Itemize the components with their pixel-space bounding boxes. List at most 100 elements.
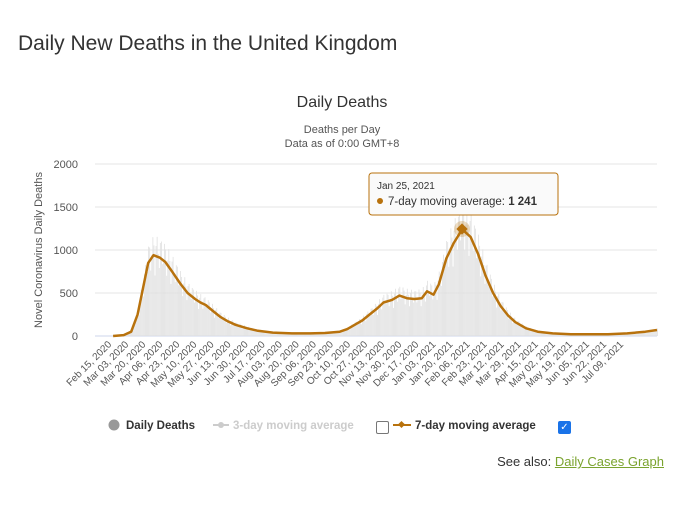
see-also: See also: Daily Cases Graph — [497, 454, 664, 469]
daily-deaths-bar — [347, 327, 349, 336]
daily-deaths-bar — [166, 275, 168, 336]
daily-deaths-bar — [219, 312, 221, 336]
daily-deaths-bar — [624, 333, 625, 336]
daily-deaths-bar — [231, 320, 233, 336]
daily-deaths-bar — [206, 307, 208, 336]
daily-deaths-bar — [439, 277, 441, 336]
legend-item-7-day-average[interactable]: 7-day moving average — [393, 420, 536, 432]
legend-item-3-day-average[interactable]: 3-day moving average — [213, 420, 354, 432]
daily-deaths-bar — [270, 332, 272, 336]
checkbox-7-day-average[interactable]: ✓ — [558, 421, 571, 434]
daily-deaths-bar — [135, 319, 137, 336]
daily-deaths-bar — [216, 308, 218, 336]
daily-deaths-bar — [321, 333, 323, 336]
checkbox-3-day-average[interactable] — [376, 421, 389, 434]
daily-deaths-bar — [547, 332, 549, 336]
daily-deaths-bar — [490, 278, 492, 336]
daily-deaths-bar — [327, 332, 328, 336]
daily-deaths-bar — [548, 333, 550, 336]
daily-deaths-bar — [456, 250, 458, 336]
daily-deaths-bar — [476, 258, 477, 336]
daily-deaths-bar — [628, 333, 630, 336]
daily-deaths-bar — [157, 253, 159, 336]
daily-deaths-bar — [239, 323, 241, 336]
daily-deaths-bar — [526, 326, 527, 336]
daily-deaths-bar — [457, 216, 459, 336]
daily-deaths-bar — [308, 333, 310, 336]
daily-deaths-bar — [422, 286, 424, 336]
daily-deaths-bar — [215, 309, 217, 336]
daily-deaths-bar — [208, 302, 210, 336]
daily-deaths-bar — [499, 302, 501, 336]
tooltip-date: Jan 25, 2021 — [377, 181, 435, 192]
daily-deaths-bar — [436, 299, 438, 336]
daily-deaths-bar — [201, 301, 203, 336]
daily-deaths-bar — [217, 313, 219, 336]
daily-deaths-bar — [181, 276, 183, 336]
daily-deaths-bar — [138, 315, 140, 336]
daily-deaths-bar — [634, 332, 636, 336]
daily-deaths-bar — [235, 322, 237, 336]
daily-deaths-bar — [337, 332, 339, 336]
daily-deaths-bar — [423, 292, 425, 336]
daily-deaths-bar — [443, 254, 444, 336]
daily-deaths-bar — [638, 332, 640, 336]
daily-cases-graph-link[interactable]: Daily Cases Graph — [554, 454, 664, 469]
daily-deaths-bar — [222, 318, 224, 336]
daily-deaths-bar — [404, 304, 406, 336]
daily-deaths-bar — [147, 271, 148, 336]
daily-deaths-bar — [242, 326, 244, 336]
daily-deaths-bar — [377, 314, 378, 336]
daily-deaths-bar — [228, 317, 229, 336]
daily-deaths-bar — [134, 324, 136, 336]
daily-deaths-bar — [502, 302, 504, 336]
daily-deaths-bar — [186, 300, 188, 336]
y-tick-label: 500 — [60, 288, 78, 300]
daily-deaths-bar — [363, 315, 365, 336]
daily-deaths-bar — [220, 312, 222, 336]
daily-deaths-bar — [474, 228, 476, 336]
daily-deaths-bar — [532, 330, 534, 336]
daily-deaths-bar — [133, 323, 135, 336]
legend-item-daily-deaths[interactable]: Daily Deaths — [108, 419, 196, 433]
daily-deaths-bar — [615, 334, 617, 336]
daily-deaths-bar — [356, 324, 358, 336]
daily-deaths-bar — [245, 326, 246, 336]
daily-deaths-bar — [274, 332, 276, 336]
daily-deaths-bar — [238, 325, 240, 336]
daily-deaths-bar — [631, 333, 633, 336]
daily-deaths-bar — [212, 303, 213, 336]
daily-deaths-bar — [336, 331, 338, 336]
daily-deaths-bar — [455, 237, 457, 336]
daily-deaths-bar — [544, 333, 545, 336]
daily-deaths-bar — [330, 332, 332, 336]
daily-deaths-bar — [285, 333, 287, 336]
hover-point-marker[interactable] — [456, 223, 468, 235]
daily-deaths-bar — [396, 296, 398, 336]
daily-deaths-bar — [446, 241, 448, 336]
daily-deaths-bar — [153, 245, 155, 336]
daily-deaths-bar — [343, 329, 344, 336]
daily-deaths-bar — [193, 302, 195, 336]
daily-deaths-bar — [428, 292, 429, 336]
daily-deaths-bar — [627, 333, 628, 336]
daily-deaths-bar — [310, 333, 311, 336]
daily-deaths-bar — [346, 329, 347, 336]
daily-deaths-bar — [411, 289, 412, 336]
daily-deaths-bar — [488, 286, 490, 336]
daily-deaths-bar — [472, 250, 474, 336]
daily-deaths-bar — [619, 334, 621, 336]
daily-deaths-bar — [145, 265, 146, 336]
daily-deaths-bar — [444, 269, 445, 336]
daily-deaths-bar — [424, 301, 426, 336]
daily-deaths-bar — [509, 315, 510, 336]
daily-deaths-bar — [232, 320, 234, 336]
daily-deaths-bar — [250, 329, 252, 336]
y-axis-label: Novel Coronavirus Daily Deaths — [33, 172, 45, 328]
daily-deaths-bar — [419, 292, 421, 336]
daily-deaths-bar — [384, 303, 386, 336]
daily-deaths-bar — [484, 283, 486, 336]
daily-deaths-bar — [252, 328, 254, 336]
daily-deaths-bar — [178, 285, 179, 336]
daily-deaths-bar — [244, 325, 245, 336]
